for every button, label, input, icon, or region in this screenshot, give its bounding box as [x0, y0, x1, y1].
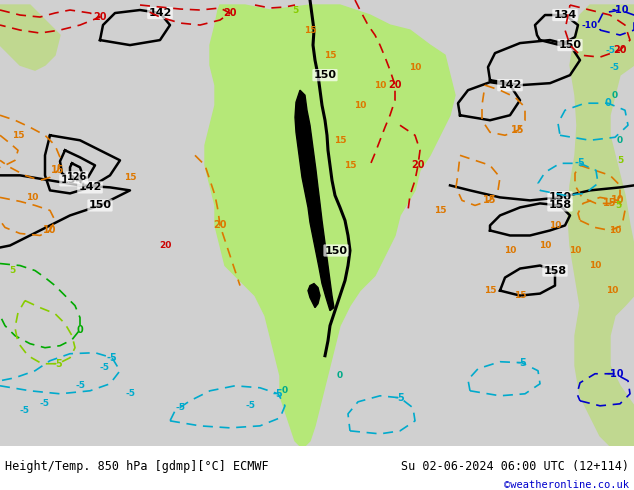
- Text: 15: 15: [333, 136, 346, 145]
- Text: 10: 10: [539, 241, 551, 250]
- Polygon shape: [205, 5, 455, 446]
- Text: 15: 15: [51, 165, 65, 175]
- Text: 5: 5: [617, 156, 623, 165]
- Text: 0: 0: [337, 371, 343, 380]
- Text: Height/Temp. 850 hPa [gdmp][°C] ECMWF: Height/Temp. 850 hPa [gdmp][°C] ECMWF: [5, 460, 269, 473]
- Polygon shape: [308, 284, 320, 308]
- Text: 0: 0: [605, 98, 611, 108]
- Polygon shape: [295, 90, 334, 311]
- Text: 15: 15: [603, 198, 617, 208]
- Text: 15: 15: [514, 291, 526, 300]
- Text: 158: 158: [543, 266, 567, 275]
- Text: 10: 10: [374, 81, 386, 90]
- Text: 10: 10: [504, 246, 516, 255]
- Text: -10: -10: [606, 369, 624, 379]
- Text: 142: 142: [498, 80, 522, 90]
- Polygon shape: [568, 5, 634, 446]
- Text: 158: 158: [548, 200, 572, 210]
- Text: 10: 10: [609, 226, 621, 235]
- Text: 15: 15: [344, 161, 356, 170]
- Text: 126: 126: [67, 172, 87, 182]
- Text: 150: 150: [89, 200, 112, 210]
- Text: 10: 10: [569, 246, 581, 255]
- Text: 10: 10: [549, 221, 561, 230]
- Text: 150: 150: [559, 40, 581, 50]
- Text: 142: 142: [148, 8, 172, 18]
- Text: 20: 20: [93, 12, 107, 22]
- Text: 0: 0: [612, 91, 618, 99]
- Text: Su 02-06-2024 06:00 UTC (12+114): Su 02-06-2024 06:00 UTC (12+114): [401, 460, 629, 473]
- Text: 5: 5: [9, 266, 15, 275]
- Text: 15: 15: [434, 206, 446, 215]
- Text: -5: -5: [75, 381, 85, 390]
- Text: 10: 10: [611, 196, 624, 205]
- Text: -5: -5: [100, 363, 110, 372]
- Text: 5: 5: [292, 5, 298, 15]
- Text: 0: 0: [77, 325, 84, 335]
- Text: 0: 0: [617, 136, 623, 145]
- Text: -5: -5: [605, 46, 615, 54]
- Text: 142: 142: [79, 182, 101, 193]
- Text: 134: 134: [60, 175, 84, 185]
- Text: 10: 10: [589, 261, 601, 270]
- Text: 134: 134: [553, 10, 577, 20]
- Text: -5: -5: [273, 389, 283, 399]
- Text: -5: -5: [394, 393, 405, 403]
- Text: -5: -5: [574, 158, 585, 169]
- Text: -5: -5: [245, 401, 255, 410]
- Text: 20: 20: [158, 241, 171, 250]
- Text: -5: -5: [40, 399, 50, 408]
- Text: 20: 20: [388, 80, 402, 90]
- Text: 20: 20: [613, 45, 627, 55]
- Text: -5: -5: [517, 358, 527, 368]
- Text: -5: -5: [610, 63, 620, 72]
- Text: 20: 20: [213, 220, 227, 230]
- Text: 10: 10: [409, 63, 421, 72]
- Text: 15: 15: [484, 286, 496, 295]
- Text: -5: -5: [175, 403, 185, 412]
- Text: 20: 20: [223, 8, 236, 18]
- Text: 20: 20: [411, 160, 425, 171]
- Polygon shape: [0, 5, 60, 70]
- Text: 15: 15: [304, 25, 316, 35]
- Text: 5: 5: [615, 201, 621, 210]
- Text: -5: -5: [125, 389, 135, 398]
- Text: 15: 15: [511, 125, 525, 135]
- Text: 0: 0: [282, 386, 288, 395]
- Text: -5: -5: [20, 406, 30, 416]
- Text: -5: -5: [53, 359, 63, 369]
- Text: -10: -10: [611, 5, 629, 15]
- Text: 10: 10: [354, 101, 366, 110]
- Text: 15: 15: [483, 196, 497, 205]
- Text: 150: 150: [313, 70, 337, 80]
- Text: 15: 15: [324, 50, 336, 60]
- Text: 10: 10: [43, 225, 57, 236]
- Text: 10: 10: [606, 286, 618, 295]
- Text: 150: 150: [548, 193, 571, 202]
- Text: 150: 150: [325, 245, 347, 255]
- Text: 10: 10: [26, 193, 38, 202]
- Text: ©weatheronline.co.uk: ©weatheronline.co.uk: [504, 480, 629, 490]
- Text: -5: -5: [107, 353, 117, 363]
- Text: 15: 15: [124, 173, 136, 182]
- Text: 15: 15: [12, 131, 24, 140]
- Text: -10: -10: [582, 21, 598, 29]
